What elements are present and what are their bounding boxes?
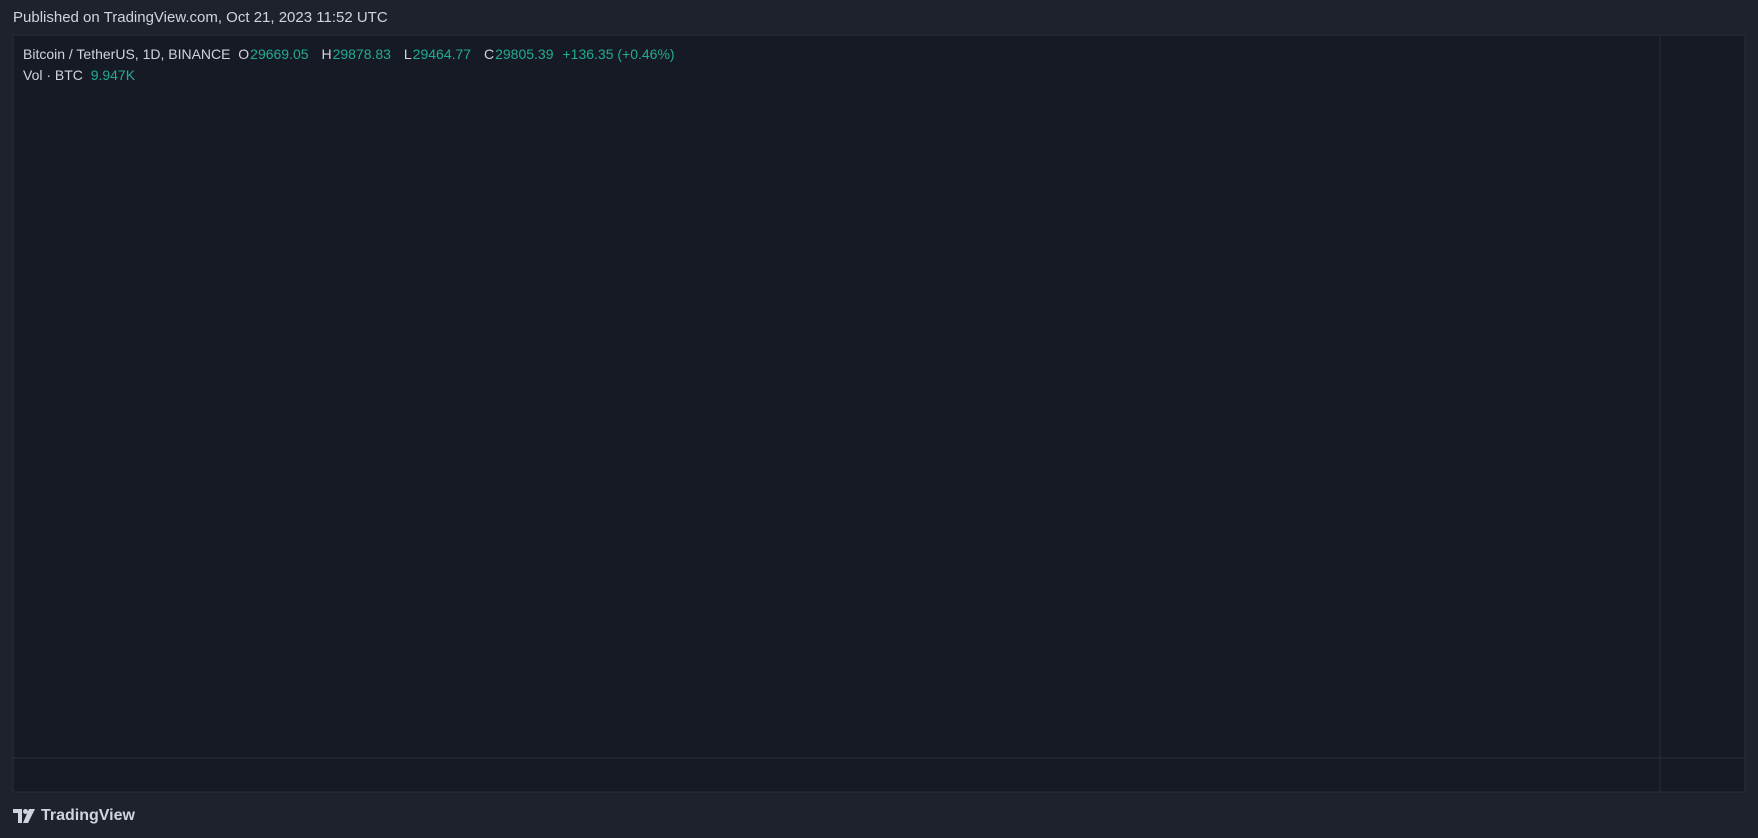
- legend: Bitcoin / TetherUS, 1D, BINANCE O29669.0…: [23, 44, 684, 86]
- volume-value: 9.947K: [90, 67, 136, 83]
- volume-title: Vol · BTC: [23, 67, 83, 83]
- chart-frame: [12, 34, 1746, 793]
- change: +136.35 (+0.46%): [562, 46, 675, 62]
- ohlc-key: L: [403, 46, 412, 62]
- symbol-title: Bitcoin / TetherUS, 1D, BINANCE: [23, 46, 231, 62]
- legend-row: Bitcoin / TetherUS, 1D, BINANCE O29669.0…: [23, 44, 684, 65]
- ohlc-value: 29878.83: [332, 46, 391, 62]
- ohlc-key: C: [483, 46, 495, 62]
- logo: [13, 809, 35, 823]
- ohlc-value: 29669.05: [250, 46, 309, 62]
- legend-row: Vol · BTC 9.947K: [23, 65, 684, 86]
- ohlc-key: O: [238, 46, 250, 62]
- ohlc-value: 29464.77: [412, 46, 472, 62]
- ohlc-key: H: [321, 46, 332, 62]
- ohlc-value: 29805.39: [495, 46, 554, 62]
- published-note: Published on TradingView.com, Oct 21, 20…: [13, 9, 388, 26]
- footer: TradingView: [13, 805, 135, 827]
- brand: TradingView: [41, 807, 135, 824]
